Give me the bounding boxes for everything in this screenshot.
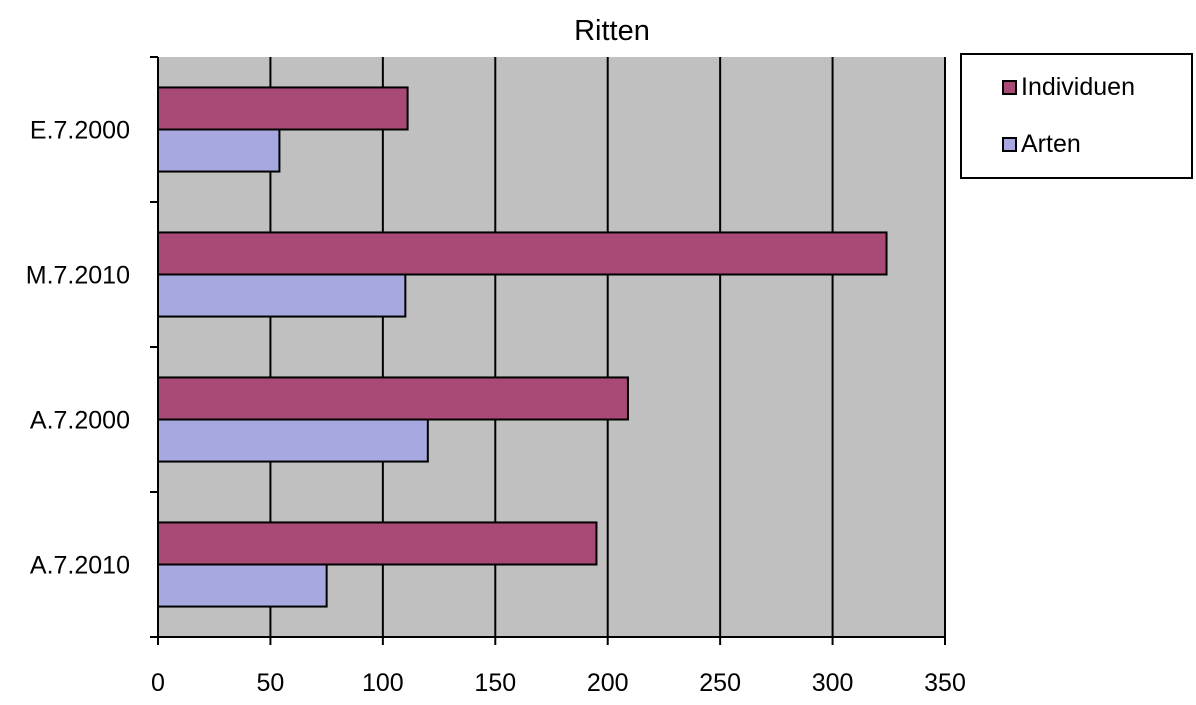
x-tick-label: 250 [699,669,741,697]
x-tick-label: 350 [924,669,966,697]
x-tick-label: 50 [257,669,285,697]
bar-individuen [157,521,598,566]
x-tick-label: 300 [812,669,854,697]
y-category-label: M.7.2010 [26,262,130,290]
y-category-label: A.7.2010 [30,552,130,580]
legend-swatch-individuen [1002,79,1017,95]
y-category-label: A.7.2000 [30,407,130,435]
x-tick-label: 100 [362,669,404,697]
legend-label-individuen: Individuen [1021,72,1135,101]
legend-item-individuen: Individuen [1002,72,1135,102]
bar-arten [157,273,407,318]
bar-arten [157,128,281,173]
legend: Individuen Arten [960,53,1193,179]
x-tick-label: 0 [151,669,165,697]
plot-area: 0 50 100 150 200 250 300 350 A.7.2010 A.7.2000 M.7… [26,56,966,697]
x-tick-label: 200 [587,669,629,697]
bar-individuen [157,86,409,131]
y-category-label: E.7.2000 [30,117,130,145]
x-tick-label: 150 [474,669,516,697]
legend-swatch-arten [1002,136,1017,152]
legend-item-arten: Arten [1002,129,1081,159]
bar-individuen [157,376,629,421]
legend-label-arten: Arten [1021,129,1081,158]
chart-title: Ritten [574,15,650,47]
bar-individuen [157,231,888,276]
bar-arten [157,563,328,608]
bar-arten [157,418,429,463]
